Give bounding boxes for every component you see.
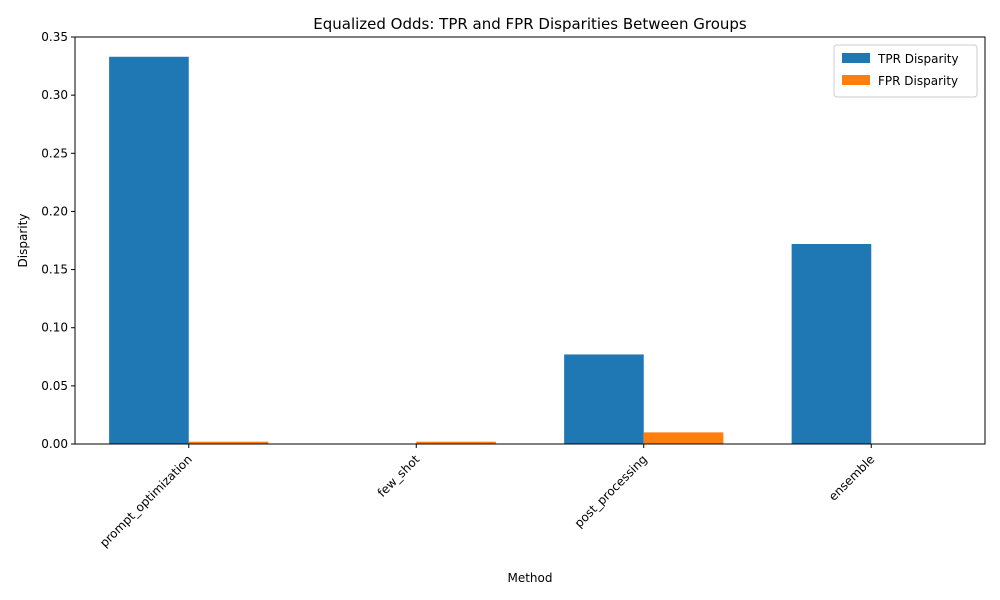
y-axis: 0.00 0.05 0.10 0.15 0.20 0.25 0.30 0.35 <box>41 30 75 451</box>
legend-label-fpr: FPR Disparity <box>878 74 958 88</box>
legend-label-tpr: TPR Disparity <box>877 52 959 66</box>
legend-swatch-fpr <box>842 75 870 85</box>
y-tick-label: 0.00 <box>41 437 68 451</box>
y-tick-label: 0.30 <box>41 88 68 102</box>
x-axis: prompt_optimization few_shot post_processi… <box>97 444 877 550</box>
y-axis-label: Disparity <box>16 214 30 268</box>
x-tick-label-ensemble: ensemble <box>826 452 877 503</box>
bars-group <box>109 57 871 444</box>
y-tick-label: 0.05 <box>41 379 68 393</box>
chart-title: Equalized Odds: TPR and FPR Disparities … <box>313 15 747 33</box>
y-tick-label: 0.20 <box>41 204 68 218</box>
x-tick-label-few_shot: few_shot <box>375 452 423 500</box>
legend-swatch-tpr <box>842 53 870 63</box>
legend: TPR Disparity FPR Disparity <box>834 45 977 97</box>
bar-tpr-ensemble <box>792 244 872 444</box>
bar-tpr-post_processing <box>564 354 644 444</box>
bar-tpr-prompt_optimization <box>109 57 189 444</box>
y-tick-label: 0.25 <box>41 146 68 160</box>
bar-fpr-post_processing <box>644 432 724 444</box>
y-tick-label: 0.10 <box>41 321 68 335</box>
y-tick-label: 0.15 <box>41 263 68 277</box>
x-tick-label-post_processing: post_processing <box>572 452 650 530</box>
y-tick-label: 0.35 <box>41 30 68 44</box>
x-axis-label: Method <box>507 571 552 585</box>
x-tick-label-prompt_optimization: prompt_optimization <box>97 452 195 550</box>
